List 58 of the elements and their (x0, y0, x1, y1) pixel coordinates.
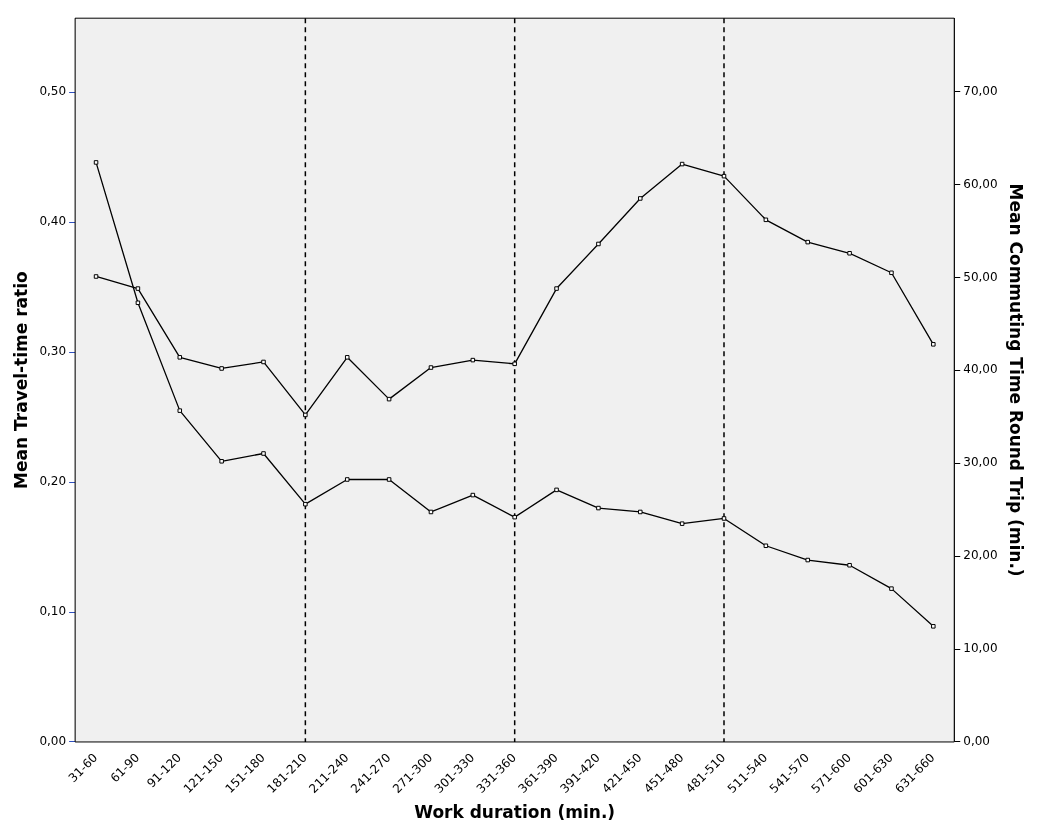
point (261, 359, 266, 365)
y2-axis-title: Mean Commuting Time Round Trip (min.) (1006, 183, 1027, 577)
point (638, 196, 643, 201)
point (638, 509, 643, 515)
point (386, 477, 392, 482)
y-tick-label: 0,30 (39, 344, 67, 359)
y2-tick-label: 10,00 (963, 641, 998, 656)
y2-tick-label: 30,00 (963, 455, 998, 470)
point (889, 270, 894, 276)
point (554, 487, 559, 493)
y2-tick-label: 0,00 (963, 734, 990, 749)
y2-tick-label: 60,00 (963, 176, 998, 191)
point (889, 586, 894, 591)
point (721, 173, 727, 179)
y2-tick-label: 40,00 (963, 362, 998, 377)
point (596, 505, 601, 511)
point (261, 451, 266, 456)
point (303, 501, 308, 507)
point (931, 624, 936, 629)
y-tick-label: 0,10 (39, 604, 67, 619)
y-axis-title: Mean Travel-time ratio (10, 271, 31, 489)
point (219, 459, 224, 464)
y-tick-label: 0,20 (39, 474, 67, 489)
point (596, 241, 601, 247)
point (93, 160, 99, 165)
point (847, 562, 852, 568)
point (135, 300, 141, 306)
y-tick-label: 0,40 (39, 214, 67, 229)
y2-tick-label: 70,00 (963, 83, 998, 98)
point (219, 366, 224, 371)
point (93, 274, 99, 279)
point (763, 217, 769, 223)
y2-tick-label: 50,00 (963, 269, 998, 284)
point (763, 543, 769, 549)
point (679, 161, 685, 167)
x-axis-title: Work duration (min.) (414, 802, 616, 823)
point (177, 408, 183, 413)
point (386, 396, 392, 402)
point (135, 286, 141, 291)
point (470, 357, 476, 363)
point (512, 514, 517, 520)
point (554, 286, 559, 291)
point (931, 342, 936, 347)
point (303, 412, 308, 418)
point (344, 355, 350, 360)
point (177, 355, 183, 360)
point (721, 516, 727, 521)
point (428, 365, 434, 370)
point (344, 477, 350, 482)
point (847, 250, 852, 256)
point (679, 521, 685, 526)
y2-tick-label: 20,00 (963, 548, 998, 563)
y-tick-label: 0,00 (39, 734, 67, 749)
point (805, 557, 810, 563)
point (470, 492, 476, 498)
point (805, 239, 810, 245)
y-tick-label: 0,50 (39, 84, 67, 99)
point (512, 361, 517, 367)
